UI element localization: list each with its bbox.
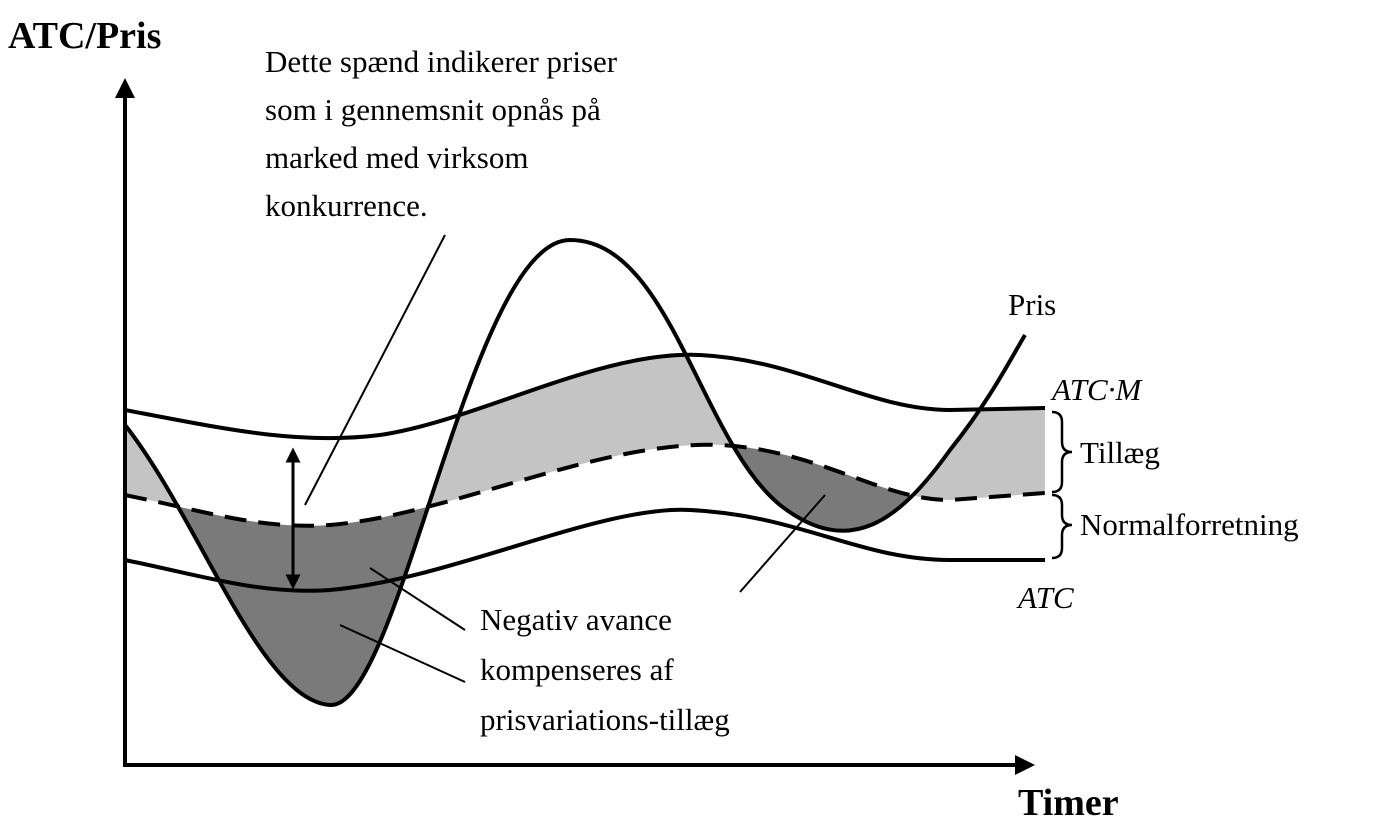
y-axis-label: ATC/Pris bbox=[8, 15, 161, 57]
annotation-line: Dette spænd indikerer priser bbox=[265, 44, 618, 79]
leader-line bbox=[369, 567, 466, 631]
leader-line bbox=[304, 234, 446, 506]
normal-profit-curve bbox=[124, 442, 1046, 528]
annotation-line: som i gennemsnit opnås på bbox=[265, 92, 601, 127]
annotation-line: Negativ avance bbox=[480, 602, 672, 637]
brace bbox=[1051, 493, 1073, 560]
leader-line bbox=[339, 624, 466, 683]
leader-line bbox=[739, 494, 826, 593]
curve-label: Pris bbox=[1008, 287, 1056, 322]
annotation-line: prisvariations-tillæg bbox=[480, 702, 730, 737]
brace-label: Tillæg bbox=[1080, 435, 1160, 470]
annotation-line: konkurrence. bbox=[265, 188, 428, 223]
atc-curve bbox=[124, 507, 1045, 593]
atc-m-curve bbox=[124, 352, 1046, 441]
curve-label: ATC bbox=[1016, 580, 1074, 615]
curve-label: ATC·M bbox=[1050, 372, 1143, 407]
brace-label: Normalforretning bbox=[1080, 507, 1299, 542]
annotation-line: kompenseres af bbox=[480, 652, 674, 687]
brace bbox=[1051, 410, 1073, 494]
annotation-line: marked med virksom bbox=[265, 140, 528, 175]
price-curve bbox=[123, 237, 1027, 708]
x-axis-label: Timer bbox=[1018, 782, 1119, 824]
